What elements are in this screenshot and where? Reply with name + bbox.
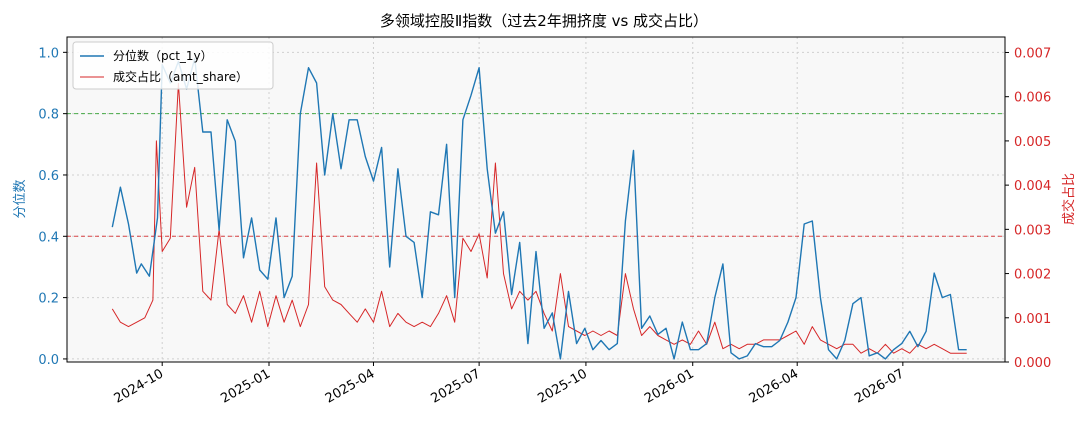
legend: 分位数（pct_1y） 成交占比（amt_share）: [72, 41, 274, 90]
x-tick-label: 2026-01: [642, 366, 697, 406]
x-tick-label: 2026-04: [747, 366, 802, 406]
legend-label-pct: 分位数（pct_1y）: [113, 48, 213, 63]
series-layer: [111, 57, 967, 360]
x-tick-label: 2026-07: [852, 366, 907, 406]
y-axis-left: 0.0 0.2 0.4 0.6 0.8 1.0: [38, 46, 67, 368]
y-right-tick-label: 0.000: [1014, 356, 1051, 371]
plot-frame: [66, 36, 1006, 363]
y-right-tick-label: 0.001: [1014, 312, 1051, 327]
y-left-tick-label: 1.0: [38, 46, 59, 61]
legend-label-share: 成交占比（amt_share）: [113, 69, 248, 84]
y-right-tick-label: 0.006: [1014, 91, 1051, 106]
x-tick-label: 2025-07: [429, 366, 484, 406]
x-tick-label: 2024-10: [112, 366, 167, 406]
chart-title: 多领域控股Ⅱ指数（过去2年拥挤度 vs 成交占比）: [380, 12, 708, 30]
y-right-tick-label: 0.004: [1014, 179, 1051, 194]
x-tick-label: 2025-04: [323, 366, 378, 406]
threshold-lines: [67, 113, 1005, 237]
y-right-tick-label: 0.005: [1014, 135, 1051, 150]
y-right-tick-label: 0.007: [1014, 46, 1051, 61]
plot-area: [67, 37, 1005, 362]
y-right-tick-label: 0.002: [1014, 268, 1051, 283]
y-right-tick-label: 0.003: [1014, 223, 1051, 238]
y-axis-right: 0.000 0.001 0.002 0.003 0.004 0.005 0.006 0.007: [1005, 46, 1051, 371]
series-line-share: [111, 82, 967, 354]
x-tick-label: 2025-01: [218, 366, 273, 406]
y-left-tick-label: 0.6: [38, 169, 59, 184]
y-left-tick-label: 0.8: [38, 108, 59, 123]
y-left-tick-label: 0.0: [38, 353, 59, 368]
y-axis-left-label: 分位数: [13, 179, 28, 218]
x-axis: 2024-10 2025-01 2025-04 2025-07 2025-10 2026-…: [112, 362, 907, 407]
series-line-pct: [111, 57, 967, 360]
legend-box: [72, 41, 274, 90]
y-axis-right-label: 成交占比: [1061, 173, 1077, 225]
y-left-tick-label: 0.2: [38, 292, 59, 307]
x-tick-label: 2025-10: [535, 366, 590, 406]
y-left-tick-label: 0.4: [38, 230, 59, 245]
